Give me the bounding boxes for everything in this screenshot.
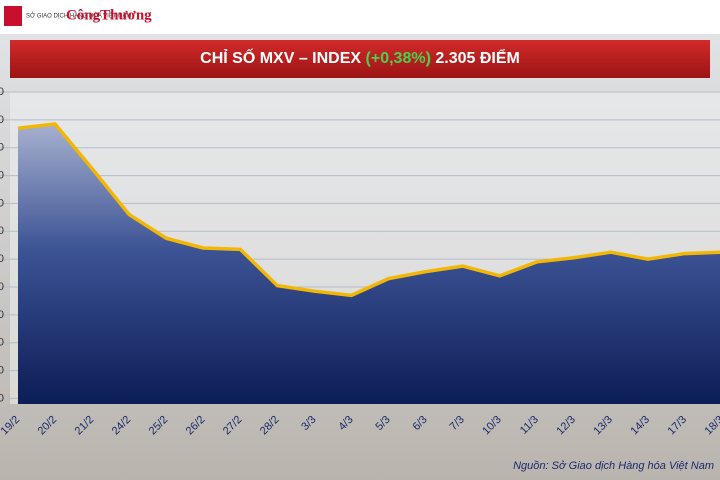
y-tick-label: 2260 — [0, 309, 4, 321]
title-value: 2.305 ĐIỂM — [435, 48, 519, 67]
logo-paper: CôngThương — [66, 7, 152, 23]
line — [17, 122, 720, 298]
y-tick-label: 2220 — [0, 364, 4, 376]
y-tick-label: 2400 — [0, 114, 4, 126]
area — [18, 124, 720, 404]
y-tick-label: 2300 — [0, 253, 4, 265]
title-prefix: CHỈ SỐ MXV – INDEX — [200, 47, 361, 67]
title-change: (+0,38%) — [366, 50, 431, 67]
y-tick-label: 2200 — [0, 392, 4, 404]
source: Nguồn: Sở Giao dịch Hàng hóa Việt Nam — [513, 460, 714, 472]
y-tick-label: 2380 — [0, 142, 4, 154]
y-tick-label: 2420 — [0, 86, 4, 98]
logo-org: SỞ GIAO DỊCH HÀNG HÓA VIỆT NAM — [26, 12, 131, 20]
title-band — [10, 40, 710, 78]
y-tick-label: 2320 — [0, 225, 4, 237]
y-tick-label: 2340 — [0, 197, 4, 209]
chart-title: CHỈ SỐ MXV – INDEX (+0,38%) 2.305 ĐIỂM — [200, 47, 520, 67]
y-tick-label: 2360 — [0, 169, 4, 181]
logo-icon — [4, 6, 22, 26]
y-tick-label: 2240 — [0, 337, 4, 349]
top-bar — [0, 0, 720, 34]
y-tick-label: 2280 — [0, 281, 4, 293]
